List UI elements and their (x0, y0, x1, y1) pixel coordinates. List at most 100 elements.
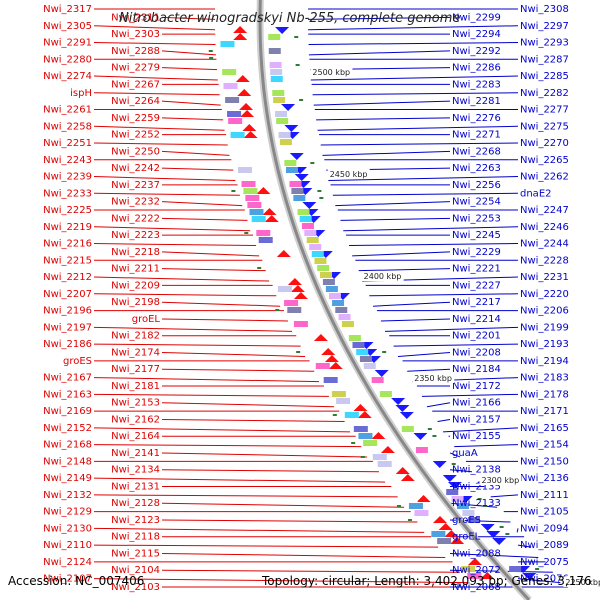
leader-line (161, 502, 405, 508)
gene-property-block (462, 510, 475, 516)
right-gene-label: Nwi_2270 (520, 138, 569, 149)
right-gene-label: Nwi_2194 (520, 356, 569, 367)
gene-property-block (286, 167, 298, 173)
leader-line (161, 519, 418, 523)
leader-line (161, 301, 281, 307)
leader-line (93, 377, 320, 383)
left-gene-label: Nwi_2181 (111, 381, 160, 392)
left-gene-label: Nwi_2182 (111, 331, 160, 342)
reverse-gene-arrow (289, 153, 304, 160)
gene-property-block (251, 216, 266, 222)
leader-line (308, 50, 451, 56)
reverse-gene-arrow (522, 573, 537, 580)
right-gene-label: Nwi_2208 (452, 347, 501, 358)
feature-tick (208, 50, 213, 52)
right-gene-label: Nwi_2228 (520, 255, 569, 266)
left-gene-label: Nwi_2261 (43, 105, 92, 116)
left-gene-label: Nwi_2177 (111, 364, 160, 375)
forward-gene-arrow (400, 474, 415, 481)
gene-property-block (238, 167, 252, 173)
left-gene-label: Nwi_2225 (43, 205, 92, 216)
gene-property-block (277, 286, 292, 292)
leader-line (426, 402, 451, 408)
reverse-gene-arrow (447, 482, 462, 489)
left-gene-label: Nwi_2132 (43, 490, 92, 501)
leader-line (352, 251, 451, 257)
forward-gene-arrow (353, 404, 368, 411)
leader-line (454, 444, 519, 448)
reverse-gene-arrow (281, 104, 296, 111)
left-gene-label: Nwi_2222 (111, 213, 160, 224)
gene-property-block (317, 265, 330, 271)
gene-property-block (273, 97, 286, 103)
gene-property-block (311, 251, 324, 257)
leader-line (93, 544, 439, 548)
gene-property-block (356, 349, 369, 355)
leader-line (449, 452, 461, 458)
gene-property-block (306, 237, 319, 243)
leader-line (93, 226, 251, 232)
leader-line (161, 552, 446, 558)
gene-property-block (344, 412, 359, 418)
leader-line (449, 469, 473, 473)
gene-property-block (315, 363, 330, 369)
leader-line (161, 418, 345, 422)
left-gene-label: Nwi_2258 (43, 121, 92, 132)
leader-line (161, 268, 266, 272)
leader-line (93, 276, 270, 282)
gene-property-block (230, 132, 245, 138)
right-gene-label: Nwi_2221 (452, 264, 501, 275)
right-gene-label: Nwi_2275 (520, 121, 569, 132)
position-marker-bg (563, 577, 600, 587)
right-gene-label: Nwi_2193 (520, 339, 569, 350)
left-gene-label: Nwi_2305 (43, 21, 92, 32)
reverse-gene-arrow (294, 174, 309, 181)
forward-gene-arrow (235, 75, 250, 82)
right-gene-label: Nwi_2199 (520, 322, 569, 333)
right-gene-label: Nwi_2254 (452, 197, 501, 208)
left-gene-label: Nwi_2311 (111, 12, 160, 23)
leader-line (93, 527, 425, 533)
left-gene-label: Nwi_2123 (111, 515, 160, 526)
leader-line (161, 16, 216, 20)
right-gene-label: Nwi_2253 (452, 213, 501, 224)
feature-tick (482, 505, 487, 507)
leader-line (308, 25, 519, 31)
gene-property-block (371, 377, 384, 383)
leader-line (320, 142, 519, 146)
right-gene-label: Nwi_2294 (452, 29, 501, 40)
feature-tick (296, 351, 301, 353)
gene-property-block (299, 216, 312, 222)
leader-line (161, 452, 368, 458)
feature-tick (427, 428, 432, 430)
gene-property-block (358, 433, 373, 439)
forward-gene-arrow (242, 124, 257, 131)
feature-tick (319, 197, 324, 199)
leader-line (322, 150, 451, 156)
right-gene-label: Nwi_2227 (452, 280, 501, 291)
leader-line (161, 318, 288, 322)
leader-line (449, 552, 539, 558)
right-gene-label: Nwi_2220 (520, 289, 569, 300)
gene-property-block (222, 69, 237, 75)
feature-tick (351, 442, 356, 444)
forward-gene-arrow (237, 89, 252, 96)
right-gene-label: Nwi_2206 (520, 306, 569, 317)
right-gene-label: Nwi_2281 (452, 96, 501, 107)
left-gene-label: Nwi_2252 (111, 130, 160, 141)
reverse-gene-arrow (492, 538, 507, 545)
leader-line (335, 201, 451, 207)
forward-gene-arrow (438, 523, 453, 530)
right-gene-label: Nwi_2165 (520, 423, 569, 434)
forward-gene-arrow (233, 26, 248, 33)
right-gene-label: Nwi_2201 (452, 331, 501, 342)
gene-property-block (411, 440, 424, 446)
left-gene-label: Nwi_2162 (111, 414, 160, 425)
leader-line (385, 326, 519, 332)
right-gene-label: Nwi_2135 (452, 481, 501, 492)
forward-gene-arrow (395, 467, 410, 474)
gene-property-block (279, 139, 292, 145)
feature-tick (396, 505, 401, 507)
left-gene-label: Nwi_2153 (111, 398, 160, 409)
